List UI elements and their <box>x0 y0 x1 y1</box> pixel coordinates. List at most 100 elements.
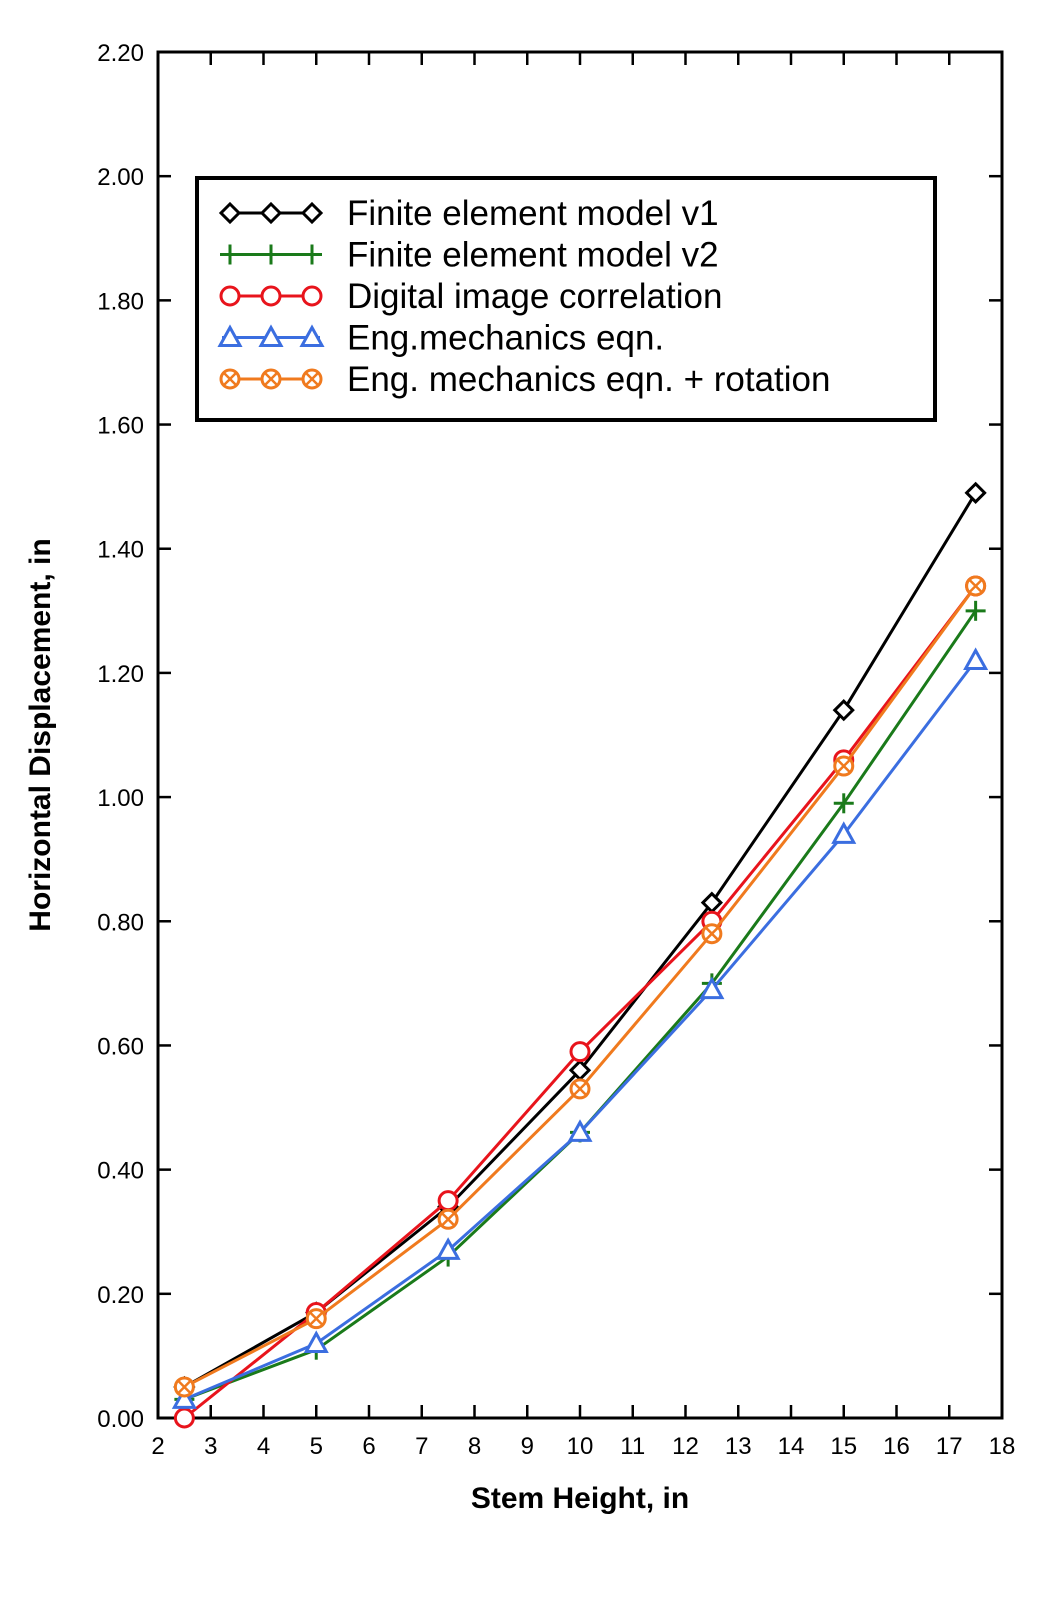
triangle-shape <box>963 647 989 670</box>
data-point <box>437 1190 459 1212</box>
data-point <box>964 481 987 504</box>
y-tick-label: 0.80 <box>97 909 144 936</box>
data-point <box>567 1119 593 1142</box>
legend-marker <box>260 285 282 307</box>
series-2 <box>174 600 986 1410</box>
legend-marker <box>219 285 241 307</box>
triangle-shape <box>171 1386 197 1409</box>
data-point <box>833 755 855 777</box>
x-tick-label: 4 <box>257 1433 270 1460</box>
series-5 <box>173 575 987 1398</box>
data-point <box>831 821 857 844</box>
legend-label: Eng. mechanics eqn. + rotation <box>347 360 831 399</box>
circle-shape <box>437 1190 459 1212</box>
triangle-shape <box>435 1237 461 1260</box>
data-point <box>965 600 986 621</box>
x-tick-label: 17 <box>936 1433 963 1460</box>
y-axis-title: Horizontal Displacement, in <box>24 538 57 931</box>
circle-x-b <box>836 759 851 774</box>
x-tick-label: 13 <box>725 1433 752 1460</box>
y-tick-label: 0.20 <box>97 1282 144 1309</box>
triangle-shape <box>258 324 284 347</box>
series-line <box>183 492 977 1389</box>
x-tick-label: 10 <box>567 1433 594 1460</box>
legend-marker <box>219 368 241 390</box>
legend-label: Finite element model v2 <box>347 236 719 275</box>
data-point <box>833 793 854 814</box>
data-point <box>173 1376 195 1398</box>
data-point <box>437 1208 459 1230</box>
legend-marker <box>261 244 281 265</box>
x-tick-label: 8 <box>468 1433 481 1460</box>
legend-marker <box>301 285 323 307</box>
legend-entry: Finite element model v1 <box>218 194 719 233</box>
legend-marker <box>259 201 283 225</box>
x-tick-label: 18 <box>989 1433 1016 1460</box>
y-tick-label: 2.20 <box>97 40 144 67</box>
series-line <box>183 585 977 1389</box>
triangle-shape <box>831 821 857 844</box>
circle-x-b <box>968 578 983 593</box>
x-axis-title: Stem Height, in <box>471 1482 689 1515</box>
x-tick-label: 5 <box>310 1433 323 1460</box>
data-point <box>435 1237 461 1260</box>
circle-x-b <box>309 1311 324 1326</box>
series-line <box>183 609 977 1401</box>
x-tick-label: 3 <box>204 1433 217 1460</box>
series-layer <box>171 481 989 1429</box>
legend-label: Finite element model v1 <box>347 194 719 233</box>
legend-marker <box>301 368 323 390</box>
series-3 <box>173 575 987 1429</box>
x-tick-label: 7 <box>415 1433 428 1460</box>
y-tick-label: 1.20 <box>97 661 144 688</box>
legend-entry: Eng.mechanics eqn. <box>217 319 664 358</box>
diamond-shape <box>300 201 324 225</box>
series-4 <box>171 647 989 1409</box>
diamond-shape <box>259 201 283 225</box>
legend-marker <box>258 324 284 347</box>
x-tick-label: 11 <box>620 1433 645 1460</box>
data-point <box>701 923 723 945</box>
circle-shape <box>301 285 323 307</box>
data-point <box>173 1407 195 1429</box>
y-tick-label: 1.00 <box>97 785 144 812</box>
legend-marker <box>300 201 324 225</box>
y-tick-label: 0.00 <box>97 1406 144 1433</box>
circle-shape <box>260 285 282 307</box>
circle-x-b <box>704 926 719 941</box>
legend-marker <box>302 244 322 265</box>
legend-marker <box>260 368 282 390</box>
circle-x-b <box>177 1379 192 1394</box>
circle-x-b <box>304 371 320 387</box>
legend-entry: Finite element model v2 <box>220 236 719 275</box>
circle-x-b <box>222 371 238 387</box>
circle-x-b <box>441 1212 456 1227</box>
legend-marker <box>217 324 243 347</box>
data-point <box>303 1330 329 1353</box>
x-tick-label: 16 <box>883 1433 910 1460</box>
legend-marker <box>218 201 242 225</box>
x-tick-label: 12 <box>672 1433 699 1460</box>
x-tick-label: 2 <box>151 1433 164 1460</box>
y-tick-label: 0.60 <box>97 1033 144 1060</box>
y-tick-label: 2.00 <box>97 164 144 191</box>
diamond-shape <box>832 699 855 722</box>
legend-label: Eng.mechanics eqn. <box>347 319 664 358</box>
x-tick-label: 15 <box>830 1433 857 1460</box>
series-1 <box>173 481 987 1399</box>
diamond-shape <box>964 481 987 504</box>
data-point <box>171 1386 197 1409</box>
circle-shape <box>569 1041 591 1063</box>
circle-shape <box>219 285 241 307</box>
triangle-shape <box>217 324 243 347</box>
legend-entry: Digital image correlation <box>219 277 722 316</box>
ticks-layer: 2 3 4 5 6 7 8 9 10 11 12 13 14 15 16 17 18 0.00 0.20 0.40 0.… <box>97 40 1015 1460</box>
triangle-shape <box>299 324 325 347</box>
data-point <box>832 699 855 722</box>
y-tick-label: 1.60 <box>97 413 144 440</box>
data-point <box>305 1308 327 1330</box>
legend-label: Digital image correlation <box>347 277 722 316</box>
